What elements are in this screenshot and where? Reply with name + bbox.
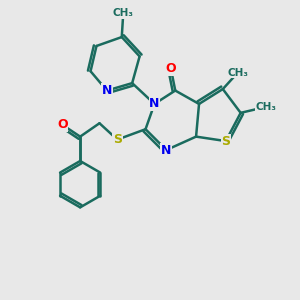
Text: N: N	[161, 143, 172, 157]
Text: CH₃: CH₃	[227, 68, 248, 78]
Text: N: N	[149, 98, 160, 110]
Text: O: O	[57, 118, 68, 131]
Text: CH₃: CH₃	[113, 8, 134, 18]
Text: S: S	[113, 133, 122, 146]
Text: N: N	[102, 84, 112, 97]
Text: O: O	[166, 62, 176, 75]
Text: CH₃: CH₃	[255, 102, 276, 112]
Text: S: S	[221, 135, 230, 148]
